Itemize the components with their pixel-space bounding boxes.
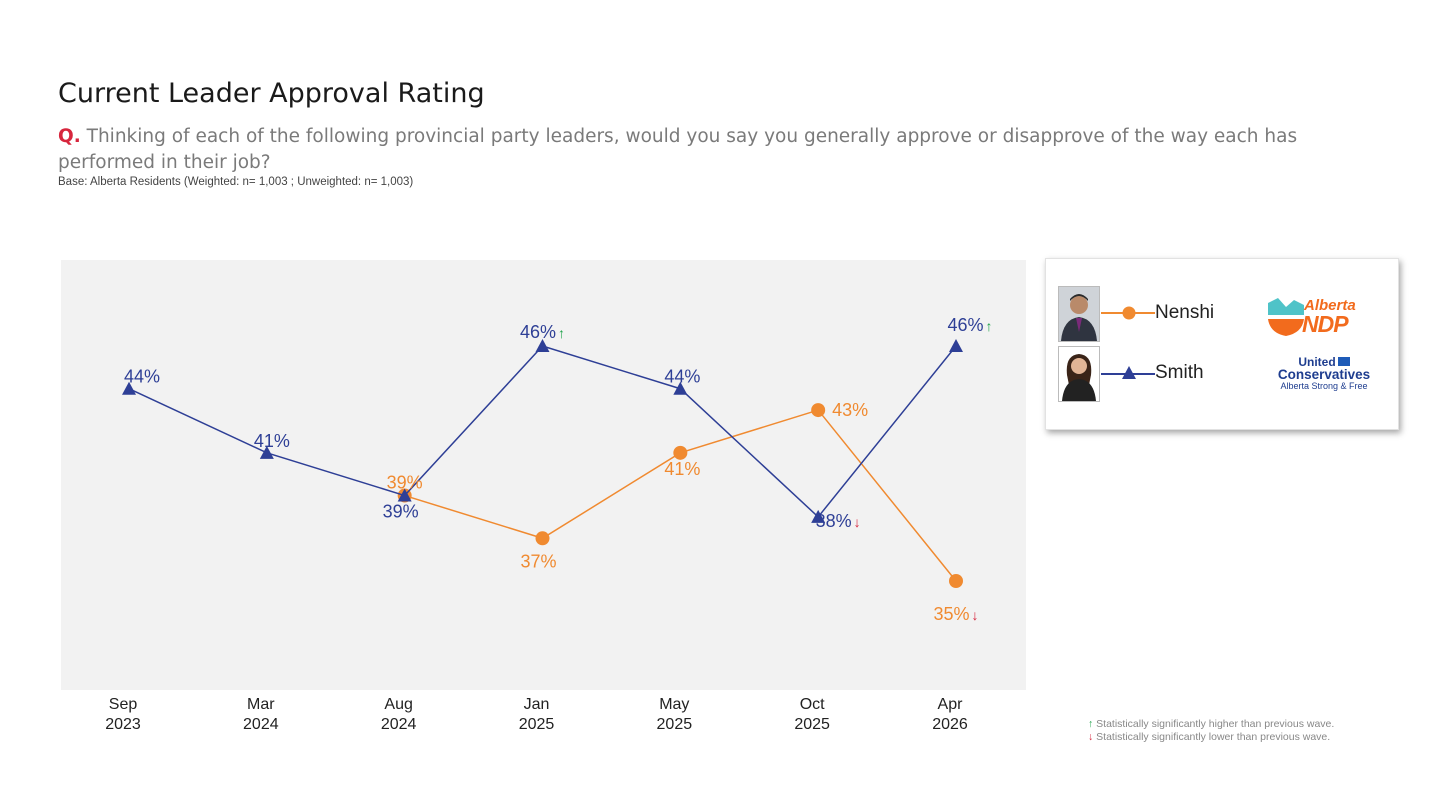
significance-down-icon: ↓ <box>854 514 861 530</box>
data-label-smith: 44% <box>124 367 160 387</box>
chart-title: Current Leader Approval Rating <box>58 78 485 109</box>
x-tick-label: 2024 <box>243 716 279 733</box>
base-note: Base: Alberta Residents (Weighted: n= 1,… <box>58 176 414 188</box>
data-point-nenshi <box>673 445 688 460</box>
question-prefix: Q. <box>58 126 81 147</box>
ucp-logo-conservatives: Conservatives <box>1277 367 1371 382</box>
data-point-smith <box>949 339 963 352</box>
legend-label-nenshi: Nenshi <box>1155 302 1215 323</box>
series-line-nenshi <box>404 409 957 582</box>
up-arrow-icon: ↑ <box>1088 718 1094 730</box>
data-point-smith <box>122 381 136 395</box>
ndp-logo-alberta: Alberta <box>1304 297 1356 314</box>
down-arrow-icon: ↓ <box>1088 731 1094 743</box>
data-label-nenshi: 39% <box>387 473 423 493</box>
ucp-logo: United Conservatives Alberta Strong & Fr… <box>1269 356 1379 396</box>
data-label-nenshi: 41% <box>664 459 700 479</box>
x-tick-label: 2024 <box>381 716 417 733</box>
x-tick-label: May <box>659 696 689 713</box>
sig-note-lower-text: Statistically significantly lower than p… <box>1096 731 1331 743</box>
plot-area <box>61 260 1026 690</box>
ndp-logo-ndp: NDP <box>1302 311 1349 337</box>
data-point-smith <box>673 381 688 395</box>
x-tick-label: Aug <box>384 696 412 713</box>
x-tick-label: Sep <box>109 696 138 713</box>
smith-legend-marker <box>1101 366 1155 379</box>
data-label-nenshi: 35% ↓ <box>933 604 978 624</box>
ucp-logo-united: United <box>1298 355 1336 369</box>
data-label-smith: 46% ↑ <box>947 315 992 335</box>
x-tick-label: 2025 <box>657 716 693 733</box>
data-label-smith: 41% <box>254 431 290 451</box>
alberta-flag-icon <box>1337 357 1350 366</box>
x-tick-label: 2023 <box>105 716 141 733</box>
data-point-nenshi <box>811 403 826 418</box>
x-tick-label: 2025 <box>794 716 830 733</box>
nenshi-photo <box>1058 286 1100 342</box>
data-point-smith <box>535 339 550 352</box>
data-point-smith <box>811 509 826 523</box>
question-body: Thinking of each of the following provin… <box>58 126 1298 173</box>
data-point-nenshi <box>949 574 963 588</box>
ucp-logo-slogan: Alberta Strong & Free <box>1280 381 1368 391</box>
x-tick-label: 2026 <box>932 716 968 733</box>
smith-photo <box>1058 346 1100 402</box>
data-label-smith: 44% <box>664 367 700 387</box>
x-tick-label: Apr <box>938 696 964 713</box>
data-label-nenshi: 37% <box>520 551 556 571</box>
sig-note-higher-text: Statistically significantly higher than … <box>1096 718 1335 730</box>
question-text: Q. Thinking of each of the following pro… <box>58 124 1388 176</box>
significance-notes: ↑ Statistically significantly higher tha… <box>1088 718 1334 744</box>
x-tick-label: Jan <box>524 696 550 713</box>
ndp-logo: Alberta NDP <box>1266 297 1370 339</box>
x-tick-label: Mar <box>247 696 275 713</box>
significance-up-icon: ↑ <box>986 318 993 334</box>
data-label-smith: 39% <box>383 502 419 522</box>
data-label-nenshi: 43% <box>832 400 868 420</box>
data-point-nenshi <box>535 531 550 546</box>
data-point-smith <box>397 488 412 502</box>
data-label-smith: 38% ↓ <box>816 511 861 531</box>
sig-note-higher: ↑ Statistically significantly higher tha… <box>1088 718 1334 731</box>
legend: Nenshi Smith Alberta NDP United Conserva… <box>1045 258 1399 430</box>
x-tick-label: 2025 <box>519 716 555 733</box>
significance-up-icon: ↑ <box>558 325 565 341</box>
nenshi-legend-marker <box>1101 306 1155 320</box>
legend-label-smith: Smith <box>1155 362 1204 383</box>
data-label-smith: 46% ↑ <box>520 322 565 342</box>
x-tick-label: Oct <box>800 696 825 713</box>
data-point-smith <box>259 445 274 459</box>
significance-down-icon: ↓ <box>972 607 979 623</box>
sig-note-lower: ↓ Statistically significantly lower than… <box>1088 731 1334 744</box>
